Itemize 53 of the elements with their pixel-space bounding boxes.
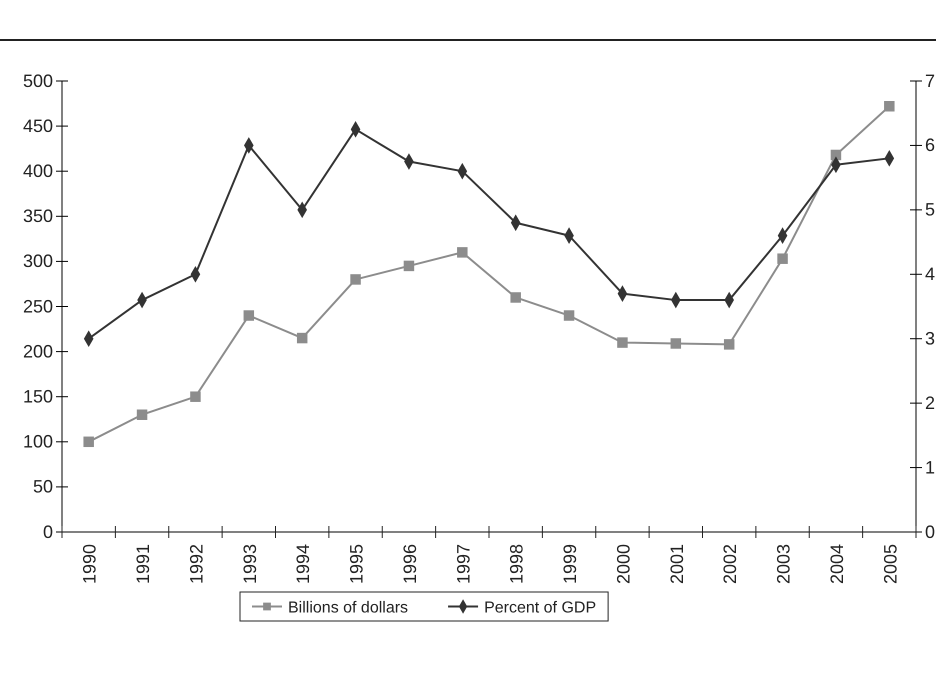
point bbox=[777, 253, 788, 264]
point bbox=[244, 310, 254, 321]
point bbox=[510, 292, 521, 303]
x-tick-label: 1990 bbox=[80, 544, 100, 584]
y2-tick-label: 3 bbox=[925, 328, 936, 348]
point bbox=[350, 274, 361, 285]
point bbox=[404, 260, 414, 272]
y-tick-label: 450 bbox=[22, 116, 53, 136]
y-tick-label: 500 bbox=[22, 70, 53, 91]
x-tick-label: 2002 bbox=[720, 544, 740, 584]
x-tick-label: 1998 bbox=[506, 544, 527, 584]
y2-tick-label: 7 bbox=[925, 70, 936, 91]
legend-label: Billions of dollars bbox=[288, 600, 408, 616]
point bbox=[190, 391, 201, 402]
point bbox=[724, 339, 734, 350]
y-tick-label: 150 bbox=[22, 386, 53, 406]
point bbox=[830, 150, 842, 160]
y-tick-label: 250 bbox=[22, 296, 53, 316]
y-tick-label: 350 bbox=[22, 206, 53, 226]
x-tick-label: 2000 bbox=[613, 544, 634, 584]
point bbox=[884, 101, 895, 112]
y2-tick-label: 1 bbox=[925, 457, 936, 478]
x-tick-label: 1999 bbox=[560, 544, 580, 584]
x-tick-label: 1995 bbox=[346, 544, 367, 584]
x-tick-label: 1996 bbox=[400, 544, 420, 584]
point bbox=[296, 332, 308, 344]
y-tick-label: 200 bbox=[22, 341, 53, 362]
y2-tick-label: 0 bbox=[925, 522, 936, 542]
x-tick-label: 1993 bbox=[240, 544, 260, 584]
x-tick-label: 2004 bbox=[826, 544, 847, 584]
x-tick-label: 1994 bbox=[293, 544, 314, 584]
x-tick-label: 1992 bbox=[186, 544, 206, 584]
x-tick-label: 1997 bbox=[453, 544, 474, 584]
x-tick-label: 1991 bbox=[133, 544, 154, 584]
y-tick-label: 100 bbox=[22, 432, 53, 452]
point bbox=[670, 338, 682, 349]
point bbox=[457, 247, 468, 258]
point bbox=[136, 409, 148, 420]
y-tick-label: 400 bbox=[22, 160, 53, 181]
y-tick-label: 300 bbox=[22, 251, 53, 272]
legend-label: Percent of GDP bbox=[484, 600, 596, 616]
y-tick-label: 50 bbox=[32, 476, 53, 497]
point bbox=[617, 337, 628, 348]
y-tick-label: 0 bbox=[42, 522, 53, 542]
x-tick-label: 2003 bbox=[774, 544, 794, 584]
y2-tick-label: 5 bbox=[925, 200, 936, 220]
y2-tick-label: 2 bbox=[925, 392, 936, 413]
point bbox=[83, 436, 94, 448]
y2-tick-label: 4 bbox=[925, 264, 936, 284]
point bbox=[564, 310, 574, 321]
x-tick-label: 2001 bbox=[666, 544, 687, 584]
x-tick-label: 2005 bbox=[880, 544, 900, 584]
y2-tick-label: 6 bbox=[925, 135, 936, 156]
